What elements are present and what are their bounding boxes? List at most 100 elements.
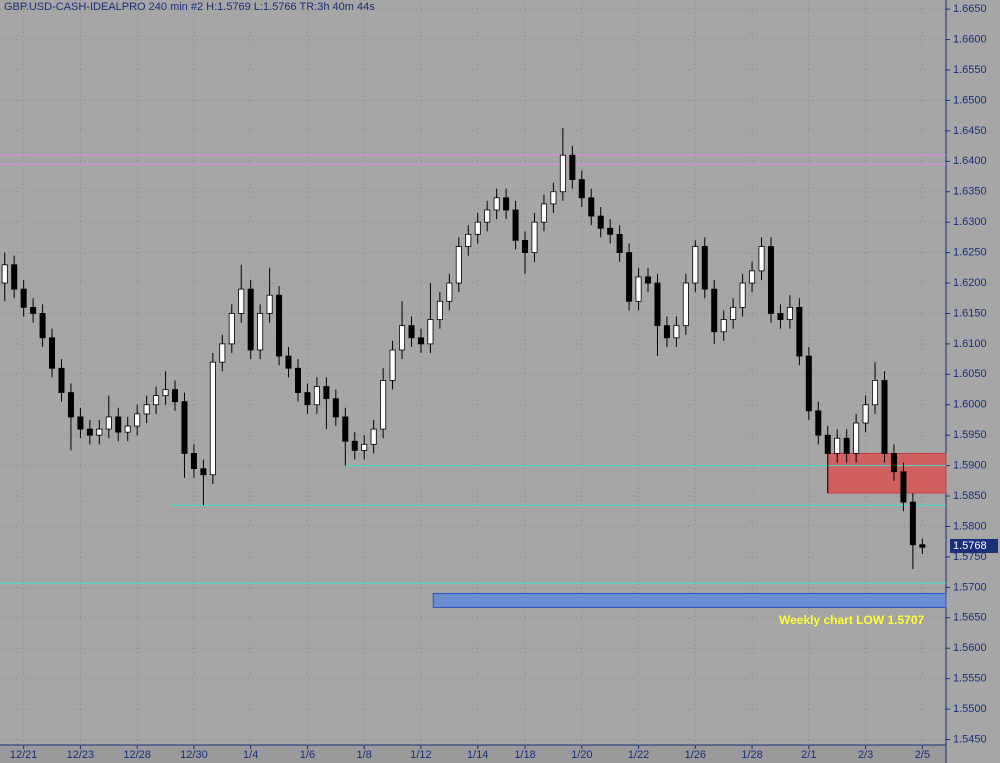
y-tick-label: 1.6000 xyxy=(953,399,987,411)
y-tick-label: 1.5950 xyxy=(953,429,987,441)
candle-body xyxy=(540,203,547,223)
candle-body xyxy=(153,395,160,406)
candle-body xyxy=(890,453,897,473)
candle-body xyxy=(257,313,264,351)
candle-body xyxy=(569,154,576,180)
y-tick-label: 1.5450 xyxy=(953,733,987,745)
candle-body xyxy=(58,367,65,393)
candle-body xyxy=(96,428,103,436)
candle-body xyxy=(758,246,765,272)
candle-body xyxy=(1,264,8,284)
candle-body xyxy=(181,401,188,454)
candle-body xyxy=(493,197,500,211)
candle-body xyxy=(767,246,774,314)
candle-body xyxy=(673,325,680,339)
y-tick-label: 1.6300 xyxy=(953,216,987,228)
y-tick-label: 1.6500 xyxy=(953,94,987,106)
x-tick-label: 12/30 xyxy=(180,749,208,761)
candle-body xyxy=(332,398,339,418)
candle-body xyxy=(389,349,396,381)
candle-body xyxy=(578,179,585,199)
candle-body xyxy=(247,288,254,351)
y-tick-label: 1.6250 xyxy=(953,247,987,259)
y-tick-label: 1.6600 xyxy=(953,33,987,45)
candle-body xyxy=(219,343,226,363)
date-axis xyxy=(0,745,946,763)
candle-body xyxy=(853,422,860,454)
x-tick-label: 1/8 xyxy=(357,749,372,761)
candle-body xyxy=(805,355,812,412)
candle-body xyxy=(919,544,926,548)
x-tick-label: 12/28 xyxy=(123,749,151,761)
candle-body xyxy=(550,191,557,205)
candle-body xyxy=(484,209,491,223)
candle-body xyxy=(143,404,150,415)
candle-body xyxy=(313,386,320,406)
zone xyxy=(432,592,947,608)
candle-body xyxy=(105,416,112,430)
candle-body xyxy=(134,413,141,427)
candle-body xyxy=(824,434,831,454)
candle-body xyxy=(67,392,74,418)
candle-body xyxy=(881,380,888,454)
candle-body xyxy=(512,209,519,241)
candle-body xyxy=(645,276,652,284)
overlays: Weekly chart LOW 1.5707 xyxy=(0,154,947,627)
y-tick-label: 1.5850 xyxy=(953,490,987,502)
x-tick-label: 2/3 xyxy=(858,749,873,761)
candle-body xyxy=(209,361,216,476)
candle-body xyxy=(786,306,793,320)
candle-body xyxy=(436,300,443,320)
candle-body xyxy=(380,380,387,430)
annotation: Weekly chart LOW 1.5707 xyxy=(779,613,925,627)
y-tick-label: 1.6350 xyxy=(953,186,987,198)
candle-body xyxy=(872,380,879,406)
candle-body xyxy=(285,355,292,369)
x-tick-label: 12/23 xyxy=(67,749,95,761)
candle-body xyxy=(446,282,453,302)
candle-body xyxy=(692,246,699,284)
candle-body xyxy=(417,337,424,345)
candle-body xyxy=(607,227,614,235)
candle-body xyxy=(11,264,18,290)
candle-body xyxy=(351,440,358,451)
y-tick-label: 1.5600 xyxy=(953,642,987,654)
candle-body xyxy=(730,306,737,320)
candle-body xyxy=(474,221,481,235)
y-tick-label: 1.6100 xyxy=(953,338,987,350)
candle-body xyxy=(276,294,283,357)
candle-body xyxy=(796,306,803,357)
candle-body xyxy=(900,471,907,503)
x-tick-label: 1/28 xyxy=(741,749,762,761)
y-tick-label: 1.5700 xyxy=(953,581,987,593)
candle-body xyxy=(190,453,197,470)
x-tick-label: 1/26 xyxy=(685,749,706,761)
y-tick-label: 1.6200 xyxy=(953,277,987,289)
candle-body xyxy=(701,246,708,290)
candle-body xyxy=(635,276,642,302)
candle-body xyxy=(49,337,56,369)
candle-body xyxy=(39,313,46,339)
candle-body xyxy=(815,410,822,436)
candle-body xyxy=(663,325,670,339)
candle-body xyxy=(304,392,311,406)
candle-body xyxy=(124,425,131,433)
candle-body xyxy=(399,325,406,351)
candle-body xyxy=(682,282,689,327)
candle-body xyxy=(20,288,27,308)
y-tick-label: 1.6550 xyxy=(953,64,987,76)
x-tick-label: 2/5 xyxy=(915,749,930,761)
y-tick-label: 1.6650 xyxy=(953,3,987,15)
chart-title: GBP.USD-CASH-IDEALPRO 240 min #2 H:1.576… xyxy=(4,1,375,13)
candle-body xyxy=(588,197,595,217)
candle-body xyxy=(597,215,604,229)
x-tick-label: 1/6 xyxy=(300,749,315,761)
x-tick-label: 1/20 xyxy=(571,749,592,761)
candle-body xyxy=(162,389,169,397)
candle-body xyxy=(77,416,84,430)
candle-body xyxy=(749,270,756,284)
y-tick-label: 1.6050 xyxy=(953,368,987,380)
candle-body xyxy=(522,240,529,253)
y-tick-label: 1.6400 xyxy=(953,155,987,167)
